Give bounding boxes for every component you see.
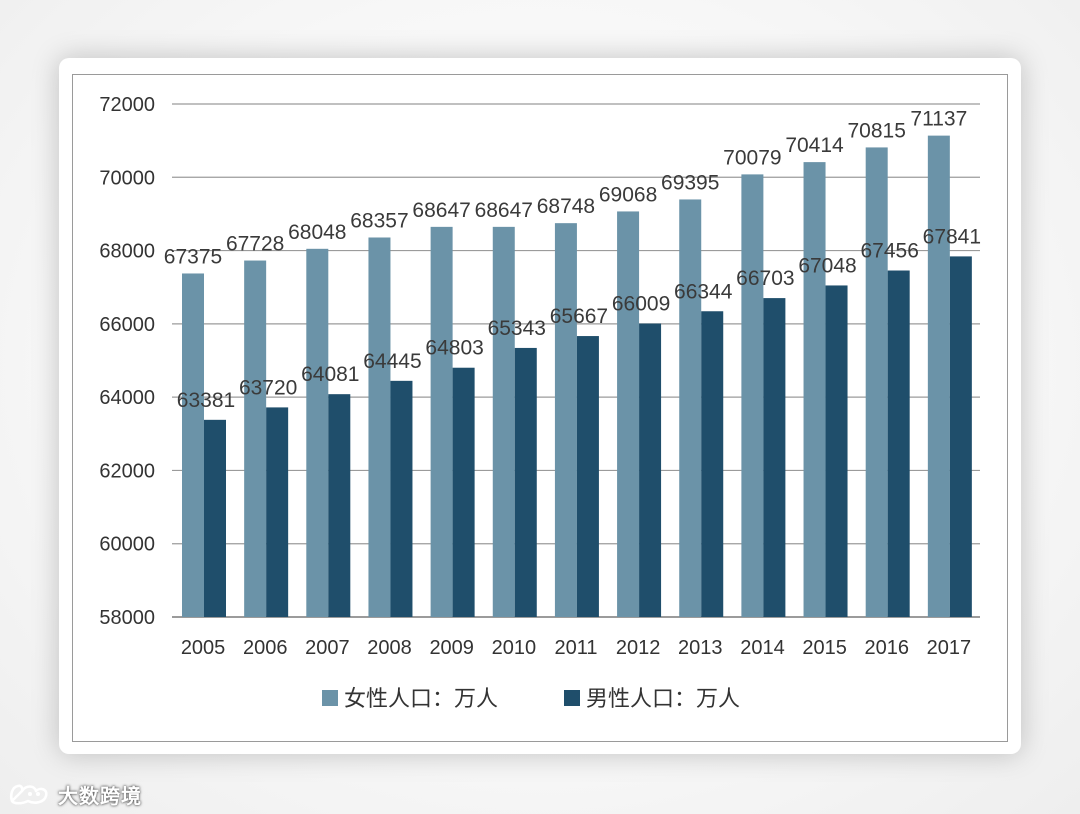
bar-female-2006 (244, 260, 267, 617)
legend: 女性人口：万人 男性人口：万人 (322, 687, 740, 712)
bar-male-2017 (949, 256, 972, 617)
x-tick-label-2013: 2013 (678, 637, 723, 659)
legend-swatch-0 (322, 690, 338, 706)
bar-male-2012 (639, 323, 662, 617)
data-label-male-2012: 66009 (612, 293, 670, 316)
y-tick-label: 66000 (99, 314, 155, 336)
watermark-text: 大数跨境 (58, 783, 142, 808)
data-label-female-2008: 68357 (350, 209, 408, 232)
y-tick-label: 70000 (99, 167, 155, 189)
y-tick-label: 64000 (99, 387, 155, 409)
data-label-male-2013: 66344 (674, 280, 733, 303)
bar-male-2008 (390, 380, 413, 617)
data-label-male-2011: 65667 (550, 305, 608, 328)
bar-male-2014 (763, 298, 786, 617)
data-label-male-2007: 64081 (301, 363, 359, 386)
x-tick-label-2011: 2011 (554, 637, 597, 659)
data-label-female-2012: 69068 (599, 183, 657, 206)
legend-swatch-1 (564, 690, 580, 706)
x-tick-label-2006: 2006 (243, 637, 288, 659)
data-label-female-2013: 69395 (661, 171, 719, 194)
y-axis-ticks: 58000 60000 62000 64000 66000 68000 70000 72000 (99, 94, 155, 629)
y-tick-label: 60000 (99, 534, 155, 556)
data-label-female-2006: 67728 (226, 233, 284, 256)
data-label-male-2005: 63381 (177, 389, 235, 412)
bar-male-2010 (514, 347, 537, 617)
bar-male-2006 (266, 407, 289, 617)
y-tick-label: 72000 (99, 94, 155, 116)
watermark: 大数跨境 (8, 778, 142, 810)
bar-male-2015 (825, 285, 848, 617)
data-label-female-2016: 70815 (847, 119, 905, 142)
bar-female-2008 (368, 237, 391, 617)
data-labels: 67375 63381 67728 63720 68048 64081 68357 64445… (164, 108, 981, 412)
x-tick-label-2007: 2007 (305, 637, 350, 659)
bar-male-2005 (204, 419, 226, 617)
bar-male-2009 (452, 367, 475, 617)
data-label-male-2017: 67841 (923, 225, 981, 248)
data-label-male-2015: 67048 (798, 254, 856, 277)
bar-female-2013 (679, 199, 702, 617)
bar-female-2009 (430, 226, 453, 617)
data-label-male-2010: 65343 (488, 317, 546, 340)
x-axis-ticks: 2005 2006 2007 2008 2009 2010 2011 2012 2013 2014… (181, 637, 971, 659)
bar-female-2011 (554, 223, 577, 617)
bar-male-2011 (576, 336, 599, 617)
x-tick-label-2009: 2009 (429, 637, 474, 659)
bars (182, 135, 972, 618)
data-label-male-2009: 64803 (425, 337, 483, 360)
bar-female-2005 (182, 273, 204, 617)
y-tick-label: 68000 (99, 241, 155, 263)
chart-frame (72, 74, 1008, 742)
x-tick-label-2014: 2014 (740, 637, 785, 659)
data-label-female-2010: 68647 (475, 199, 533, 222)
bar-female-2016 (865, 147, 888, 617)
bar-male-2007 (328, 394, 351, 617)
data-label-female-2014: 70079 (723, 146, 781, 169)
data-label-female-2005: 67375 (164, 245, 222, 268)
bar-female-2017 (927, 135, 950, 617)
data-label-male-2008: 64445 (363, 350, 421, 373)
legend-label-1: 男性人口：万人 (586, 687, 740, 712)
legend-label-0: 女性人口：万人 (344, 687, 498, 712)
bar-female-2014 (741, 174, 764, 617)
data-label-male-2014: 66703 (736, 267, 794, 290)
bar-male-2016 (887, 270, 910, 617)
chart-card (59, 58, 1021, 754)
data-label-male-2006: 63720 (239, 376, 297, 399)
y-tick-label: 58000 (99, 607, 155, 629)
cat-logo-icon (9, 784, 48, 805)
bar-female-2012 (617, 211, 640, 617)
data-label-male-2016: 67456 (860, 240, 918, 263)
bar-female-2010 (492, 226, 515, 617)
x-tick-label-2008: 2008 (367, 637, 412, 659)
data-label-female-2015: 70414 (785, 134, 844, 157)
x-tick-label-2005: 2005 (181, 637, 226, 659)
y-tick-label: 62000 (99, 460, 155, 482)
x-tick-label-2015: 2015 (802, 637, 847, 659)
data-label-female-2011: 68748 (537, 195, 595, 218)
data-label-female-2009: 68647 (412, 199, 470, 222)
data-label-female-2017: 71137 (910, 108, 967, 131)
x-tick-label-2010: 2010 (492, 637, 537, 659)
data-label-female-2007: 68048 (288, 221, 346, 244)
bar-male-2013 (701, 311, 724, 617)
x-tick-label-2016: 2016 (865, 637, 910, 659)
bar-female-2007 (306, 248, 329, 618)
x-tick-label-2017: 2017 (927, 637, 972, 659)
x-tick-label-2012: 2012 (616, 637, 661, 659)
bar-female-2015 (803, 162, 826, 617)
